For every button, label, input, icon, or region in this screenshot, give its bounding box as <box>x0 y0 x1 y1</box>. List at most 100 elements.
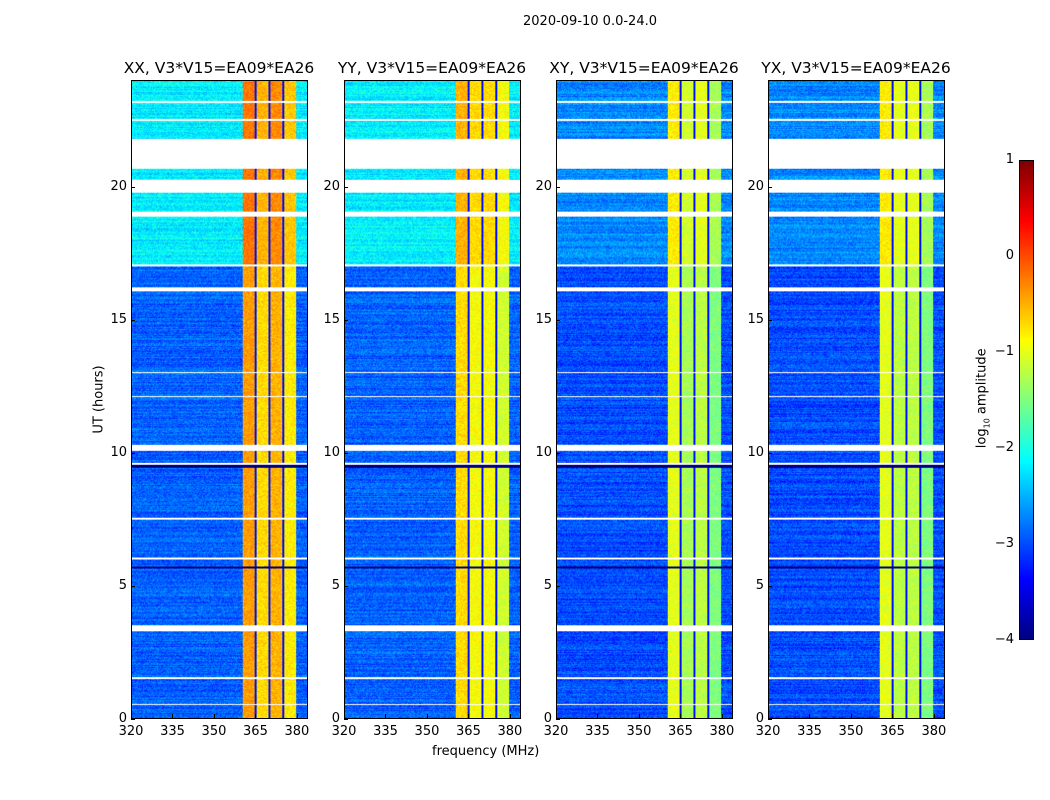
colorbar-gradient <box>1020 161 1033 639</box>
x-tick-label: 365 <box>243 724 268 739</box>
x-tick-mark <box>296 714 298 718</box>
y-tick-mark <box>768 719 772 720</box>
y-tick-mark <box>768 186 772 188</box>
x-tick-label: 320 <box>118 724 144 739</box>
x-tick-label: 365 <box>668 724 693 739</box>
x-tick-label: 350 <box>626 724 652 739</box>
y-tick-mark <box>131 186 135 188</box>
x-tick-mark <box>556 714 557 718</box>
y-tick-label: 0 <box>118 711 127 726</box>
x-tick-mark <box>255 714 257 718</box>
y-tick-mark <box>556 719 560 720</box>
x-tick-label: 335 <box>585 724 610 739</box>
x-tick-mark <box>172 714 174 718</box>
x-tick-label: 335 <box>797 724 822 739</box>
x-axis-label: frequency (MHz) <box>432 744 540 759</box>
x-tick-mark <box>597 714 599 718</box>
y-tick-mark <box>344 319 348 321</box>
x-tick-label: 350 <box>201 724 227 739</box>
y-tick-label: 15 <box>323 311 340 327</box>
y-tick-label: 20 <box>323 178 340 194</box>
x-tick-mark <box>131 714 132 718</box>
x-tick-mark <box>638 714 640 718</box>
x-tick-mark <box>213 714 215 718</box>
x-tick-label: 380 <box>497 724 523 739</box>
y-tick-label: 5 <box>755 577 764 593</box>
colorbar-tick-label: −4 <box>994 632 1014 647</box>
x-tick-label: 365 <box>880 724 905 739</box>
y-tick-label: 5 <box>543 577 552 593</box>
y-tick-mark <box>556 585 560 587</box>
x-tick-label: 350 <box>414 724 440 739</box>
x-tick-mark <box>468 714 470 718</box>
heatmap-panel <box>768 80 945 719</box>
y-tick-label: 15 <box>110 311 127 327</box>
x-tick-label: 320 <box>755 724 781 739</box>
panel-title: XX, V3*V15=EA09*EA26 <box>123 59 315 77</box>
y-tick-label: 5 <box>118 577 127 593</box>
y-tick-mark <box>556 186 560 188</box>
panel-title: YX, V3*V15=EA09*EA26 <box>761 59 951 77</box>
x-tick-label: 335 <box>160 724 185 739</box>
y-tick-label: 10 <box>110 444 127 460</box>
heatmap-panel <box>131 80 308 719</box>
x-tick-label: 380 <box>709 724 735 739</box>
y-tick-label: 0 <box>543 711 552 726</box>
x-tick-mark <box>721 714 723 718</box>
x-tick-label: 350 <box>838 724 864 739</box>
heatmap-image <box>132 81 307 718</box>
x-tick-mark <box>892 714 894 718</box>
heatmap-panel <box>344 80 521 719</box>
x-tick-mark <box>426 714 428 718</box>
x-tick-mark <box>680 714 682 718</box>
y-tick-mark <box>131 585 135 587</box>
y-tick-mark <box>768 319 772 321</box>
x-tick-label: 380 <box>921 724 947 739</box>
x-tick-mark <box>344 714 345 718</box>
y-tick-label: 10 <box>747 444 764 460</box>
colorbar-tick-label: 0 <box>1005 248 1014 263</box>
x-tick-mark <box>809 714 811 718</box>
y-tick-mark <box>344 186 348 188</box>
heatmap-panel <box>556 80 733 719</box>
heatmap-image <box>345 81 520 718</box>
y-tick-mark <box>131 452 135 454</box>
x-tick-label: 320 <box>543 724 569 739</box>
x-tick-mark <box>768 714 769 718</box>
y-tick-label: 5 <box>331 577 340 593</box>
colorbar-tick-label: 1 <box>1005 152 1014 167</box>
x-tick-mark <box>385 714 387 718</box>
heatmap-image <box>769 81 944 718</box>
y-tick-label: 15 <box>747 311 764 327</box>
colorbar-tick-label: −1 <box>994 344 1014 359</box>
colorbar <box>1019 160 1034 640</box>
y-tick-mark <box>556 452 560 454</box>
x-tick-mark <box>509 714 511 718</box>
heatmap-image <box>557 81 732 718</box>
y-tick-label: 10 <box>323 444 340 460</box>
y-tick-mark <box>131 319 135 321</box>
y-tick-label: 20 <box>110 178 127 194</box>
x-tick-mark <box>850 714 852 718</box>
y-tick-mark <box>344 719 348 720</box>
y-tick-label: 0 <box>755 711 764 726</box>
panel-title: XY, V3*V15=EA09*EA26 <box>549 59 739 77</box>
figure-title: 2020-09-10 0.0-24.0 <box>523 14 657 29</box>
y-tick-mark <box>344 585 348 587</box>
panel-title: YY, V3*V15=EA09*EA26 <box>337 59 527 77</box>
y-tick-label: 20 <box>535 178 552 194</box>
y-tick-label: 10 <box>535 444 552 460</box>
y-axis-label: UT (hours) <box>91 365 107 434</box>
colorbar-tick-label: −2 <box>994 440 1014 455</box>
x-tick-label: 365 <box>456 724 481 739</box>
y-tick-mark <box>131 719 135 720</box>
x-tick-label: 335 <box>373 724 398 739</box>
x-tick-label: 380 <box>284 724 310 739</box>
y-tick-label: 20 <box>747 178 764 194</box>
x-tick-label: 320 <box>331 724 357 739</box>
y-tick-label: 15 <box>535 311 552 327</box>
colorbar-tick-label: −3 <box>994 536 1014 551</box>
y-tick-mark <box>556 319 560 321</box>
y-tick-mark <box>768 585 772 587</box>
